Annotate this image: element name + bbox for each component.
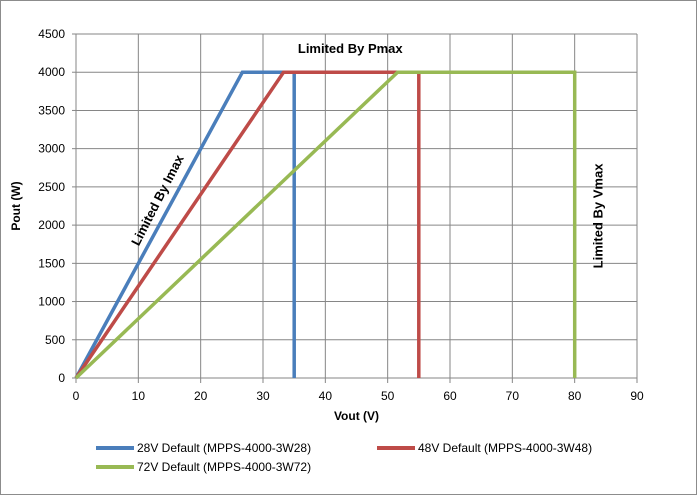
y-tick-label: 500 xyxy=(45,333,65,347)
legend-label-48v: 48V Default (MPPS-4000-3W48) xyxy=(418,441,593,455)
x-tick-label: 90 xyxy=(630,389,644,403)
x-tick-label: 50 xyxy=(381,389,395,403)
x-tick-label: 80 xyxy=(568,389,582,403)
x-tick-label: 70 xyxy=(506,389,520,403)
y-tick-label: 4000 xyxy=(38,65,65,79)
x-tick-label: 60 xyxy=(443,389,457,403)
legend-swatch-48v xyxy=(377,446,415,450)
x-axis-title: Vout (V) xyxy=(334,409,379,423)
legend-label-72v: 72V Default (MPPS-4000-3W72) xyxy=(137,460,312,474)
x-tick-label: 40 xyxy=(319,389,333,403)
legend-item-28v: 28V Default (MPPS-4000-3W28) xyxy=(96,441,311,455)
y-tick-label: 3000 xyxy=(38,142,65,156)
legend-swatch-28v xyxy=(96,446,134,450)
series-line-0 xyxy=(74,70,296,379)
series-lines xyxy=(74,70,577,380)
y-tick-label: 1000 xyxy=(38,295,65,309)
y-axis-title: Pout (W) xyxy=(9,181,23,230)
tick-labels: 0 500 1000 1500 2000 2500 3000 3500 4000 4500 0 10 2… xyxy=(38,27,644,403)
y-tick-label: 2500 xyxy=(38,180,65,194)
axes xyxy=(72,33,638,383)
y-tick-label: 0 xyxy=(58,371,65,385)
y-tick-label: 3500 xyxy=(38,103,65,117)
legend-item-48v: 48V Default (MPPS-4000-3W48) xyxy=(377,441,592,455)
series-line-1 xyxy=(74,70,421,379)
x-tick-label: 0 xyxy=(73,389,80,403)
legend-label-28v: 28V Default (MPPS-4000-3W28) xyxy=(137,441,312,455)
y-tick-label: 2000 xyxy=(38,218,65,232)
annotation-2: Limited By Vmax xyxy=(591,163,606,269)
annotations: Limited By Pmax Limited By Imax Limited By… xyxy=(128,41,606,268)
x-tick-label: 30 xyxy=(256,389,270,403)
x-tick-label: 10 xyxy=(132,389,146,403)
x-tick-label: 20 xyxy=(194,389,208,403)
annotation-1: Limited By Imax xyxy=(128,152,187,248)
legend-item-72v: 72V Default (MPPS-4000-3W72) xyxy=(96,460,311,474)
gridlines xyxy=(76,33,638,378)
legend-swatch-72v xyxy=(96,465,134,469)
annotation-0: Limited By Pmax xyxy=(298,41,404,56)
series-line-2 xyxy=(74,70,577,380)
y-tick-label: 1500 xyxy=(38,256,65,270)
y-tick-label: 4500 xyxy=(38,27,65,41)
